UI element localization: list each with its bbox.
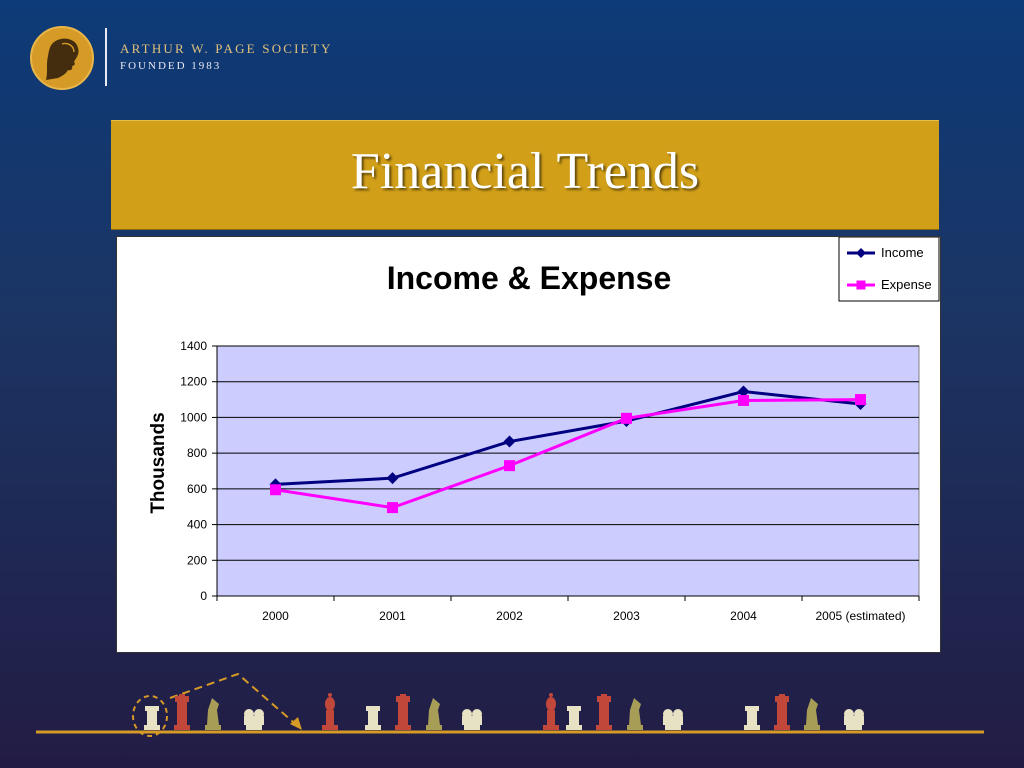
data-point-income	[386, 472, 399, 485]
chess-king-icon	[462, 709, 482, 730]
chess-knight-icon	[627, 698, 643, 730]
chess-knight-icon	[426, 698, 442, 730]
y-axis-label: Thousands	[148, 412, 169, 513]
legend: Income Expense	[838, 237, 940, 302]
founded-text: FOUNDED 1983	[120, 60, 222, 72]
slide-title: Financial Trends	[350, 142, 700, 200]
y-tick-label: 1400	[180, 339, 207, 353]
chess-rook-icon	[596, 694, 612, 730]
x-tick-label: 2001	[379, 609, 406, 623]
y-tick-label: 600	[187, 482, 207, 496]
data-point-expense	[270, 484, 281, 496]
y-tick-label: 400	[187, 518, 207, 532]
chess-king-icon	[844, 709, 864, 730]
data-point-income	[737, 385, 750, 398]
line-chart: Income & Expense 0 200 400 600 800 1000 1200 140…	[148, 237, 940, 623]
y-tick-label: 1000	[180, 410, 207, 424]
series-line-expense	[275, 398, 861, 510]
x-tick-label: 2002	[496, 609, 523, 623]
dashed-arrow-line	[169, 672, 301, 729]
data-point-expense	[855, 394, 866, 406]
chess-pawn-icon	[144, 706, 160, 730]
y-tick-label: 1200	[180, 375, 207, 389]
data-point-expense	[738, 394, 749, 406]
chess-rook-icon	[395, 694, 411, 730]
chess-king-icon	[663, 709, 683, 730]
chess-pawn-icon	[365, 706, 381, 730]
chess-pieces	[144, 693, 864, 730]
chart-title: Income & Expense	[387, 260, 672, 296]
logo-divider	[105, 28, 107, 86]
dashed-circle	[132, 695, 168, 737]
society-logo	[30, 26, 94, 90]
chess-knight-icon	[205, 698, 221, 730]
title-band: Financial Trends	[111, 120, 939, 230]
chart-container: Income & Expense 0 200 400 600 800 1000 1200 140…	[116, 236, 941, 653]
x-tick-label: 2005 (estimated)	[815, 609, 905, 623]
legend-marker	[856, 280, 866, 290]
y-tick-label: 200	[187, 553, 207, 567]
chess-rook-icon	[774, 694, 790, 730]
arrow-head-icon	[290, 717, 302, 730]
chess-knight-icon	[804, 698, 820, 730]
x-tick-label: 2000	[262, 609, 289, 623]
chess-king-icon	[244, 709, 264, 730]
chess-bishop-icon	[322, 693, 338, 730]
legend-box	[838, 237, 940, 302]
data-point-income	[503, 435, 516, 448]
chess-pawn-icon	[566, 706, 582, 730]
footer-decoration	[36, 672, 984, 737]
legend-marker	[856, 248, 866, 258]
profile-silhouette-icon	[46, 38, 79, 80]
org-name: ARTHUR W. PAGE SOCIETY	[120, 41, 333, 56]
legend-label: Income	[881, 245, 924, 260]
chess-rook-icon	[174, 694, 190, 730]
legend-label: Expense	[881, 277, 932, 292]
x-tick-label: 2003	[613, 609, 640, 623]
series-line-income	[275, 390, 861, 486]
x-tick-label: 2004	[730, 609, 757, 623]
data-point-expense	[504, 460, 515, 472]
y-tick-label: 800	[187, 446, 207, 460]
chess-pawn-icon	[744, 706, 760, 730]
chess-bishop-icon	[543, 693, 559, 730]
y-tick-label: 0	[200, 589, 207, 603]
data-point-expense	[621, 412, 632, 424]
plot-area	[216, 345, 920, 597]
data-point-expense	[387, 502, 398, 514]
